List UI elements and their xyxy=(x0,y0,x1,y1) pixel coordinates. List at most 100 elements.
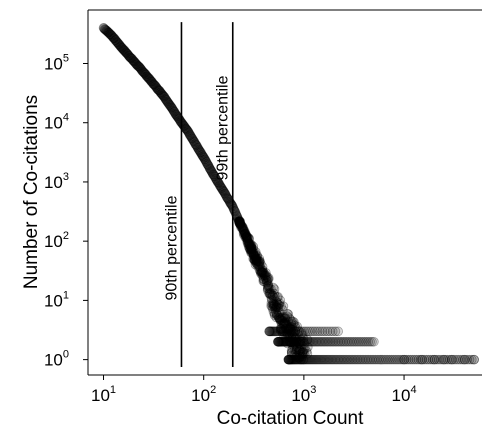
data-point xyxy=(370,354,381,365)
data-point xyxy=(345,336,355,347)
data-point xyxy=(407,354,418,365)
data-point xyxy=(237,223,248,234)
data-point xyxy=(322,326,333,337)
data-point xyxy=(192,141,202,152)
data-point xyxy=(235,219,245,229)
data-point xyxy=(275,313,286,323)
data-point xyxy=(286,319,297,330)
data-point xyxy=(446,354,457,365)
data-point xyxy=(271,296,282,307)
data-point xyxy=(291,323,301,333)
data-point xyxy=(268,301,279,311)
data-point xyxy=(234,215,244,226)
data-point xyxy=(455,354,466,365)
data-point xyxy=(159,92,170,102)
data-point xyxy=(344,354,355,365)
data-point xyxy=(254,265,265,275)
data-point xyxy=(333,336,344,347)
data-point xyxy=(297,330,308,340)
data-point xyxy=(283,336,294,347)
data-point xyxy=(103,27,114,38)
data-point xyxy=(266,326,277,337)
data-point xyxy=(246,243,257,253)
data-point xyxy=(162,96,173,107)
data-point xyxy=(362,354,372,365)
data-point xyxy=(118,44,128,55)
data-point xyxy=(160,93,170,104)
data-point xyxy=(290,338,300,349)
data-point xyxy=(276,336,287,347)
data-point xyxy=(266,289,277,299)
data-point xyxy=(383,354,393,365)
data-point xyxy=(216,182,226,192)
data-point xyxy=(276,323,287,334)
data-point xyxy=(252,260,263,270)
data-point xyxy=(298,336,309,347)
data-point xyxy=(307,336,317,347)
data-point xyxy=(263,274,274,285)
data-point xyxy=(338,354,349,365)
data-point xyxy=(294,326,305,337)
data-point xyxy=(118,45,129,55)
data-point xyxy=(125,52,136,63)
data-point xyxy=(131,59,142,70)
data-point xyxy=(317,354,328,365)
data-point xyxy=(397,354,408,365)
data-point xyxy=(274,336,285,347)
data-point xyxy=(367,336,377,347)
data-point xyxy=(258,267,268,278)
data-point xyxy=(244,234,254,244)
data-point xyxy=(415,354,426,365)
data-point xyxy=(158,91,169,102)
data-point xyxy=(246,244,257,255)
data-point xyxy=(303,326,313,337)
data-point xyxy=(124,52,135,62)
data-point xyxy=(399,354,410,365)
data-point xyxy=(110,35,121,45)
data-point xyxy=(258,265,268,276)
data-point xyxy=(205,163,215,174)
data-point xyxy=(135,63,146,74)
data-point xyxy=(193,143,203,153)
data-point xyxy=(295,352,305,362)
data-point xyxy=(278,319,289,330)
data-point xyxy=(252,251,262,262)
data-point xyxy=(269,284,280,294)
data-point xyxy=(282,308,293,319)
data-point xyxy=(241,231,252,242)
data-point xyxy=(262,285,273,295)
data-point xyxy=(206,165,216,176)
data-point xyxy=(302,354,312,365)
data-point xyxy=(289,354,300,365)
data-point xyxy=(252,256,262,267)
data-point xyxy=(367,354,377,365)
data-point xyxy=(175,116,186,126)
data-point xyxy=(277,319,287,330)
data-point xyxy=(273,308,284,319)
data-point xyxy=(254,256,265,267)
data-point xyxy=(401,354,412,365)
data-point xyxy=(291,344,302,355)
data-point xyxy=(359,336,370,347)
data-point xyxy=(291,336,302,347)
data-point xyxy=(289,344,300,355)
data-point xyxy=(233,214,244,225)
data-point xyxy=(283,326,294,337)
data-point xyxy=(228,204,239,214)
data-point xyxy=(195,147,206,158)
data-point xyxy=(291,337,301,347)
data-point xyxy=(161,95,172,105)
data-point xyxy=(257,267,267,277)
data-point xyxy=(243,236,253,247)
data-point xyxy=(323,354,334,365)
data-point xyxy=(384,354,395,365)
data-point xyxy=(215,181,226,192)
data-point xyxy=(267,326,278,337)
data-point xyxy=(188,135,199,146)
data-point xyxy=(462,354,473,365)
data-point xyxy=(266,298,277,309)
data-point xyxy=(291,345,302,355)
data-point xyxy=(250,255,260,265)
data-point xyxy=(287,336,297,347)
